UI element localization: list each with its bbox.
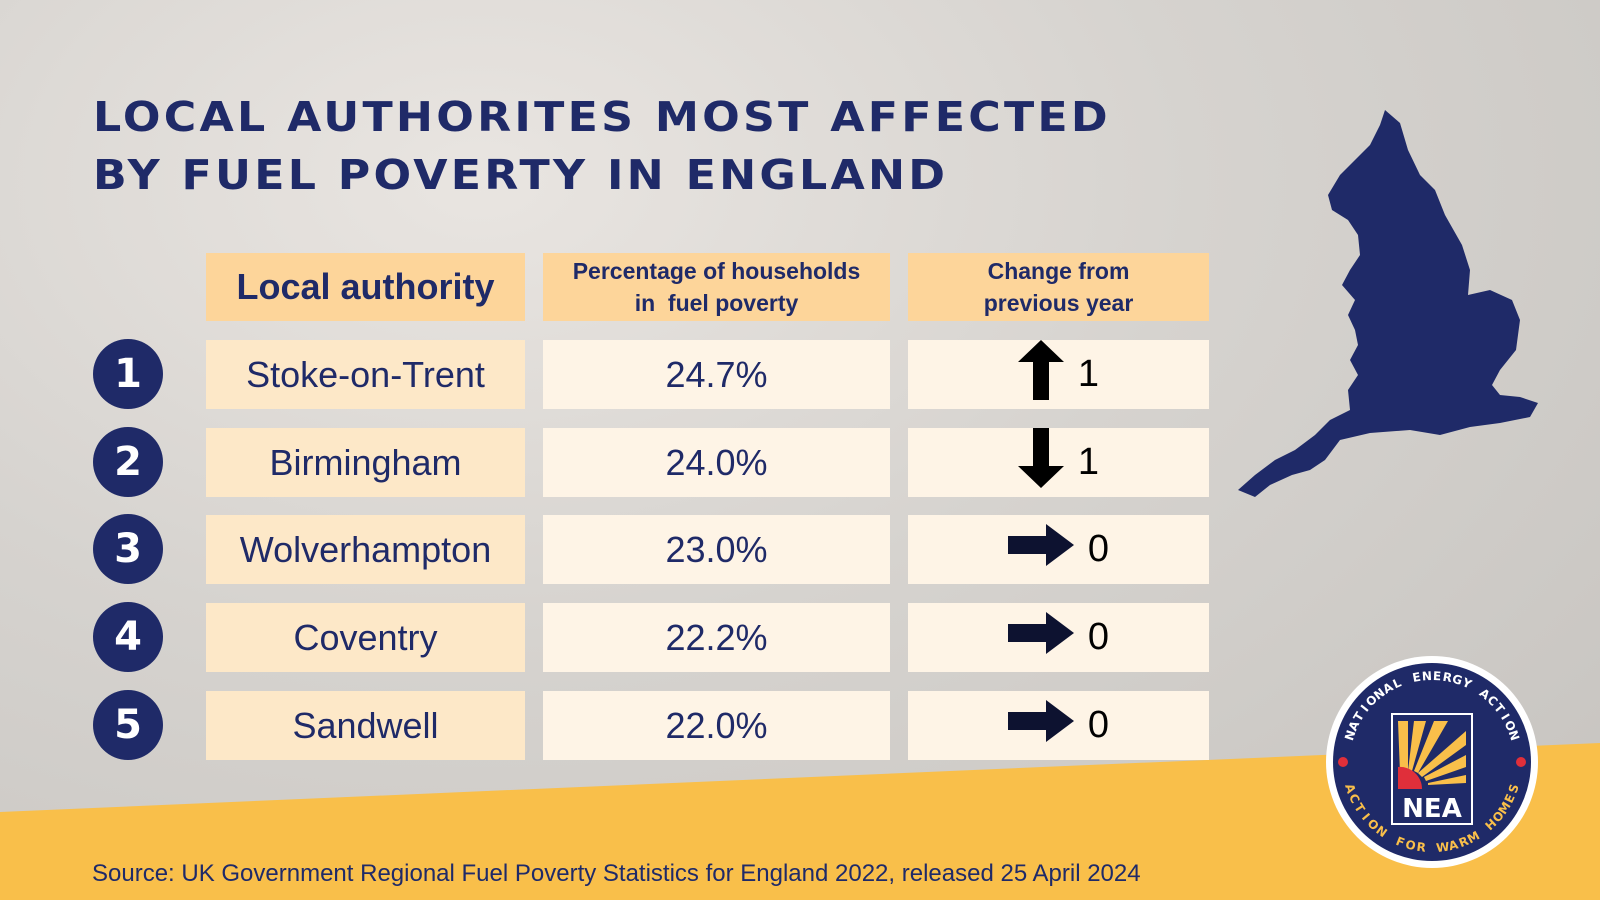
page-title: Local authorites most affected by fuel p… [93, 93, 1111, 199]
table-row-percentage: 22.0% [543, 691, 890, 760]
logo-letter: M [1465, 828, 1482, 846]
logo-letter: E [1411, 670, 1422, 685]
change-value: 0 [1087, 528, 1110, 570]
logo-mark: NEA [1402, 794, 1462, 824]
arrow-up-icon [1017, 339, 1064, 410]
logo-letter: N [1506, 728, 1522, 742]
logo-letter: I [1498, 711, 1512, 722]
table-row-authority: Stoke-on-Trent [206, 340, 525, 409]
table-row-change: 0 [908, 515, 1209, 584]
source-note: Source: UK Government Regional Fuel Pove… [92, 860, 1141, 887]
table-row-percentage: 22.2% [543, 603, 890, 672]
arrow-right-icon [1007, 523, 1074, 576]
rank-badge: 1 [93, 339, 163, 409]
logo-letter: N [1421, 669, 1432, 684]
table-row-change: 0 [908, 691, 1209, 760]
header-percentage: Percentage of households in fuel poverty [543, 253, 890, 321]
england-map-icon [1238, 110, 1538, 497]
logo-letter: E [1433, 669, 1442, 683]
change-value: 0 [1087, 616, 1110, 658]
logo-letter: G [1451, 672, 1465, 688]
table-row-percentage: 24.0% [543, 428, 890, 497]
change-value: 1 [1077, 353, 1100, 395]
logo-letter: N [1342, 728, 1358, 742]
arrow-down-icon [1017, 427, 1064, 498]
logo-letter: S [1506, 782, 1522, 795]
logo-letter: O [1404, 837, 1417, 853]
change-value: 1 [1077, 441, 1100, 483]
logo-letter: A [1447, 837, 1460, 853]
table-row-change: 0 [908, 603, 1209, 672]
table-row-percentage: 24.7% [543, 340, 890, 409]
rank-badge: 4 [93, 602, 163, 672]
table-row-authority: Birmingham [206, 428, 525, 497]
table-row-change: 1 [908, 339, 1209, 410]
logo-letter: R [1416, 840, 1427, 855]
arrow-right-icon [1007, 611, 1074, 664]
logo-letter: R [1442, 670, 1454, 685]
table-row-authority: Coventry [206, 603, 525, 672]
rank-badge: 2 [93, 427, 163, 497]
table-row-authority: Sandwell [206, 691, 525, 760]
logo-letter: W [1435, 840, 1450, 856]
rank-badge: 5 [93, 690, 163, 760]
rank-badge: 3 [93, 514, 163, 584]
arrow-right-icon [1007, 699, 1074, 752]
header-change: Change from previous year [908, 253, 1209, 321]
table-row-percentage: 23.0% [543, 515, 890, 584]
table-row-authority: Wolverhampton [206, 515, 525, 584]
header-local-authority: Local authority [206, 253, 525, 321]
table-row-change: 1 [908, 427, 1209, 498]
change-value: 0 [1087, 704, 1110, 746]
